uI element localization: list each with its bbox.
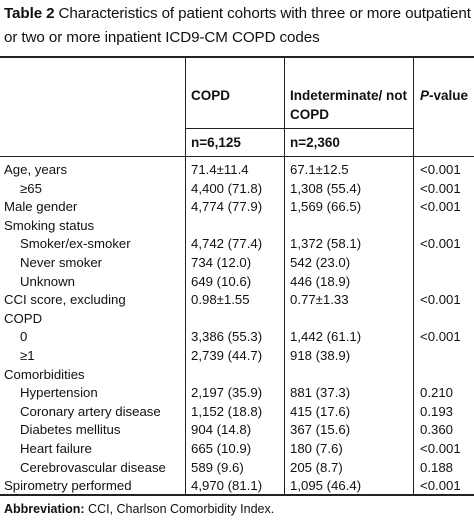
row-label: Cerebrovascular disease bbox=[20, 459, 166, 475]
subheader-rule bbox=[185, 128, 414, 129]
row-label: Smoker/ex-smoker bbox=[20, 236, 131, 252]
row-label: Coronary artery disease bbox=[20, 403, 161, 419]
table-row: Smoker/ex-smoker 4,742 (77.4) 1,372 (58.1)… bbox=[0, 234, 474, 254]
cell-copd: 4,400 (71.8) bbox=[191, 180, 263, 196]
row-label: Never smoker bbox=[20, 255, 103, 270]
row-label: Hypertension bbox=[20, 385, 98, 401]
row-label: Age, years bbox=[4, 162, 68, 177]
table-row: CCI score, excluding 0.98±1.55 0.77±1.33 <0… bbox=[0, 290, 474, 310]
cell-copd: 665 (10.9) bbox=[191, 441, 252, 456]
row-label: Diabetes mellitus bbox=[20, 422, 121, 438]
table-row: Comorbidities bbox=[0, 365, 474, 385]
cell-copd: 4,774 (77.9) bbox=[191, 199, 263, 215]
row-label: Spirometry performed bbox=[4, 478, 132, 494]
cell-copd: 2,197 (35.9) bbox=[191, 385, 263, 401]
bottom-rule bbox=[0, 494, 474, 496]
cell-p-value: 0.188 bbox=[420, 459, 454, 475]
table-row: Spirometry performed 4,970 (81.1) 1,095 (4… bbox=[0, 476, 474, 496]
cell-p-value: 0.360 bbox=[420, 422, 454, 438]
cell-copd: 71.4±11.4 bbox=[191, 162, 249, 177]
cell-copd: 2,739 (44.7) bbox=[191, 348, 263, 363]
cell-p-value: 0.210 bbox=[420, 385, 454, 401]
cell-indeterminate: 1,308 (55.4) bbox=[290, 180, 362, 196]
header-rule bbox=[0, 156, 474, 157]
cell-indeterminate: 1,442 (61.1) bbox=[290, 329, 362, 345]
table-number: Table 2 bbox=[4, 5, 55, 22]
cell-p-value: <0.001 bbox=[420, 162, 461, 177]
cell-indeterminate: 367 (15.6) bbox=[290, 422, 351, 438]
table-row: ≥65 4,400 (71.8) 1,308 (55.4) <0.001 bbox=[0, 179, 474, 199]
table-row: Hypertension 2,197 (35.9) 881 (37.3) 0.210 bbox=[0, 383, 474, 403]
cell-p-value: <0.001 bbox=[420, 292, 461, 308]
row-label: Unknown bbox=[20, 273, 75, 289]
row-label: ≥65 bbox=[20, 180, 42, 196]
footnote: Abbreviation: CCI, Charlson Comorbidity … bbox=[4, 500, 274, 518]
row-label: CCI score, excluding bbox=[4, 292, 126, 308]
cell-copd: 4,742 (77.4) bbox=[191, 236, 263, 252]
header-n-indeterminate: n=2,360 bbox=[290, 135, 340, 150]
table-row: Male gender 4,774 (77.9) 1,569 (66.5) <0.00… bbox=[0, 197, 474, 217]
caption-text: Characteristics of patient cohorts with … bbox=[4, 5, 471, 46]
table-row: Cerebrovascular disease 589 (9.6) 205 (8.7… bbox=[0, 458, 474, 478]
header-p-value: P-value bbox=[420, 86, 468, 106]
header-p-rest: -value bbox=[429, 88, 469, 103]
row-label: Smoking status bbox=[4, 217, 95, 233]
cell-p-value: <0.001 bbox=[420, 329, 461, 345]
row-label: Comorbidities bbox=[4, 366, 85, 382]
table-row: Age, years 71.4±11.4 67.1±12.5 <0.001 bbox=[0, 160, 474, 180]
top-rule bbox=[0, 56, 474, 58]
cell-indeterminate: 205 (8.7) bbox=[290, 459, 343, 475]
cell-p-value: <0.001 bbox=[420, 441, 461, 456]
table-row: 0 3,386 (55.3) 1,442 (61.1) <0.001 bbox=[0, 327, 474, 347]
row-label: COPD bbox=[4, 310, 43, 326]
header-copd: COPD bbox=[191, 88, 231, 103]
footnote-label: Abbreviation: bbox=[4, 502, 85, 516]
cell-indeterminate: 415 (17.6) bbox=[290, 403, 351, 419]
cell-copd: 1,152 (18.8) bbox=[191, 403, 263, 419]
header-n-copd: n=6,125 bbox=[191, 135, 241, 150]
table-row: ≥1 2,739 (44.7) 918 (38.9) bbox=[0, 346, 474, 366]
header-p-italic: P bbox=[420, 88, 430, 103]
column-divider bbox=[284, 57, 285, 494]
row-label: ≥1 bbox=[20, 348, 35, 363]
cell-indeterminate: 446 (18.9) bbox=[290, 273, 351, 289]
table-row: Heart failure 665 (10.9) 180 (7.6) <0.001 bbox=[0, 439, 474, 459]
cell-indeterminate: 1,569 (66.5) bbox=[290, 199, 362, 215]
cell-p-value: <0.001 bbox=[420, 236, 461, 252]
row-label: Male gender bbox=[4, 199, 78, 215]
cell-indeterminate: 881 (37.3) bbox=[290, 385, 351, 401]
cell-indeterminate: 918 (38.9) bbox=[290, 348, 351, 363]
cell-copd: 0.98±1.55 bbox=[191, 292, 250, 308]
cell-p-value: <0.001 bbox=[420, 199, 461, 215]
cell-indeterminate: 0.77±1.33 bbox=[290, 292, 349, 308]
cell-indeterminate: 542 (23.0) bbox=[290, 255, 351, 270]
table-row: COPD bbox=[0, 309, 474, 329]
cell-indeterminate: 67.1±12.5 bbox=[290, 162, 349, 177]
cell-copd: 734 (12.0) bbox=[191, 255, 252, 270]
cell-copd: 589 (9.6) bbox=[191, 459, 244, 475]
cell-indeterminate: 1,095 (46.4) bbox=[290, 478, 362, 494]
footnote-text: CCI, Charlson Comorbidity Index. bbox=[88, 502, 275, 516]
column-divider bbox=[185, 57, 186, 494]
table-row: Unknown 649 (10.6) 446 (18.9) bbox=[0, 272, 474, 292]
cell-copd: 3,386 (55.3) bbox=[191, 329, 263, 345]
cell-p-value: <0.001 bbox=[420, 478, 461, 494]
row-label: Heart failure bbox=[20, 441, 92, 456]
cell-indeterminate: 180 (7.6) bbox=[290, 441, 343, 456]
table-row: Smoking status bbox=[0, 216, 474, 236]
cell-indeterminate: 1,372 (58.1) bbox=[290, 236, 362, 252]
header-indeterminate: Indeterminate/ not COPD bbox=[290, 88, 408, 122]
cell-copd: 649 (10.6) bbox=[191, 273, 252, 289]
table-row: Diabetes mellitus 904 (14.8) 367 (15.6) 0.3… bbox=[0, 420, 474, 440]
table-row: Coronary artery disease 1,152 (18.8) 415 (… bbox=[0, 402, 474, 422]
cell-p-value: <0.001 bbox=[420, 180, 461, 196]
cell-copd: 4,970 (81.1) bbox=[191, 478, 263, 494]
table-row: Never smoker 734 (12.0) 542 (23.0) bbox=[0, 253, 474, 273]
column-divider bbox=[413, 57, 414, 494]
table-caption: Table 2 Characteristics of patient cohort… bbox=[4, 2, 472, 50]
cell-p-value: 0.193 bbox=[420, 403, 454, 419]
row-label: 0 bbox=[20, 329, 28, 345]
cell-copd: 904 (14.8) bbox=[191, 422, 252, 438]
